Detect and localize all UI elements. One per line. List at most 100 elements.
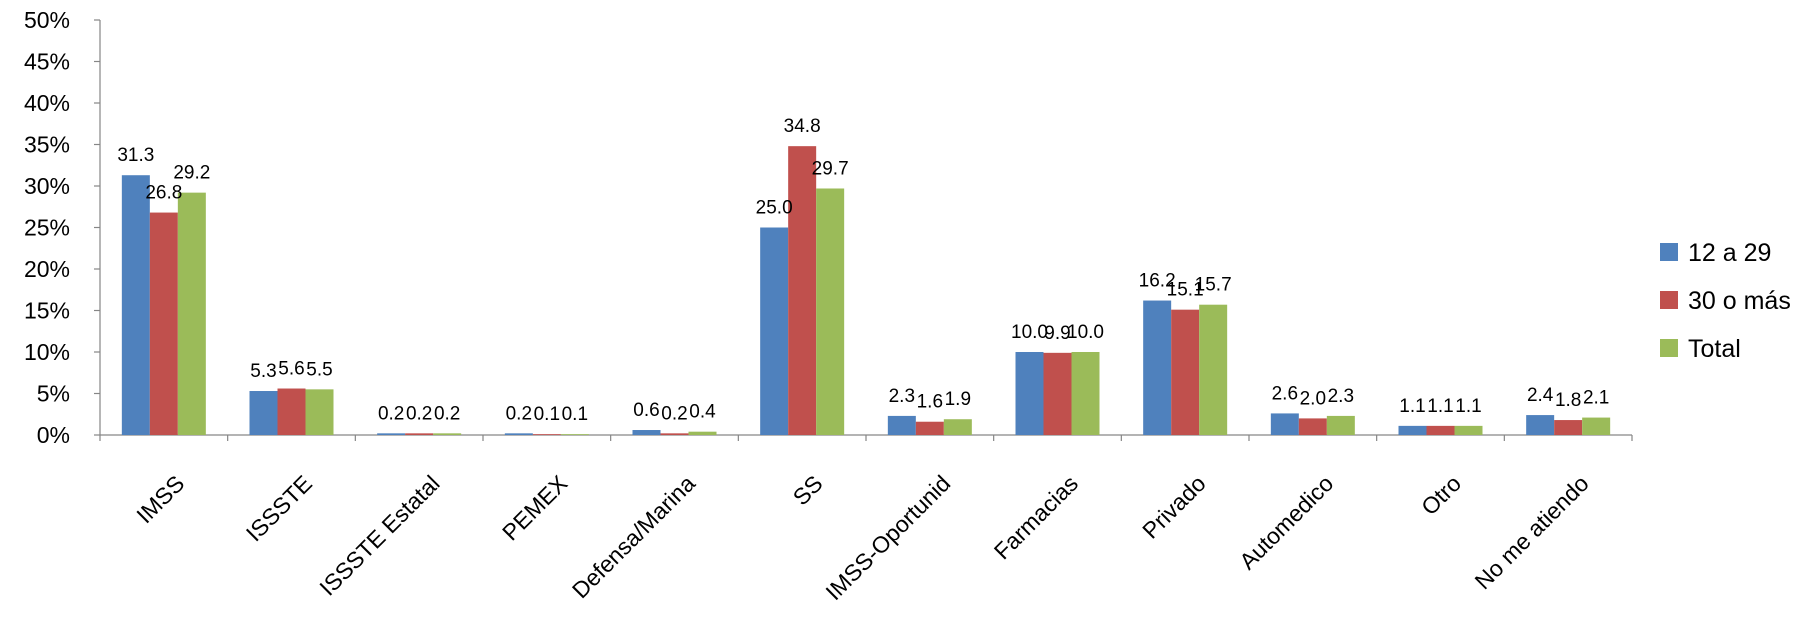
bar — [688, 431, 717, 435]
category-label: IMSS — [131, 470, 189, 528]
data-label: 15.1 — [1167, 280, 1204, 301]
data-label: 29.7 — [812, 158, 849, 179]
bar — [377, 433, 406, 435]
y-tick-label: 50% — [24, 7, 70, 33]
category-label: IMSS-Oportunid — [820, 470, 955, 605]
y-tick-label: 10% — [24, 339, 70, 365]
data-label: 15.7 — [1195, 275, 1232, 296]
data-label: 34.8 — [784, 116, 821, 137]
bar — [632, 430, 661, 435]
data-label: 25.0 — [756, 198, 793, 219]
category-label: ISSSTE Estatal — [314, 470, 444, 600]
data-label: 1.6 — [917, 392, 943, 413]
y-tick-label: 40% — [24, 90, 70, 116]
bar — [1171, 309, 1200, 435]
data-label: 0.1 — [562, 404, 588, 425]
legend-label: Total — [1688, 335, 1741, 363]
data-label: 0.2 — [661, 403, 687, 424]
category-label: Privado — [1137, 470, 1211, 544]
x-axis — [99, 434, 1633, 441]
bars — [121, 146, 1611, 435]
bar — [1554, 420, 1583, 435]
data-label: 0.2 — [378, 403, 404, 424]
data-label: 5.6 — [278, 359, 304, 380]
data-label: 1.1 — [1427, 396, 1453, 417]
data-label: 2.1 — [1583, 388, 1609, 409]
data-label: 9.9 — [1044, 323, 1070, 344]
bar — [943, 419, 972, 435]
y-tick-label: 25% — [24, 215, 70, 241]
y-axis: 0% 5% 10% 15% 20% 25% 30% 35% 40% 45% 50% — [24, 7, 101, 448]
data-label: 1.8 — [1555, 390, 1581, 411]
data-label: 2.3 — [889, 386, 915, 407]
bar — [887, 415, 916, 435]
legend: 12 a 29 30 o más Total — [1660, 239, 1791, 363]
data-label: 10.0 — [1011, 322, 1048, 343]
data-label: 2.6 — [1272, 383, 1298, 404]
data-label: 2.4 — [1527, 385, 1554, 406]
bar — [915, 421, 944, 435]
bar — [760, 227, 789, 435]
bar — [1398, 425, 1427, 435]
bar — [433, 433, 462, 435]
bar — [405, 433, 434, 435]
y-tick-label: 45% — [24, 49, 70, 75]
bar — [1199, 304, 1228, 435]
category-label: Farmacias — [989, 470, 1083, 564]
data-label: 26.8 — [145, 183, 182, 204]
data-label: 0.2 — [406, 403, 432, 424]
bar — [1454, 425, 1483, 435]
bar — [1071, 352, 1100, 435]
category-label: Otro — [1416, 470, 1466, 520]
y-tick-label: 35% — [24, 132, 70, 158]
data-label: 2.0 — [1300, 388, 1326, 409]
bar — [177, 192, 206, 435]
bar — [1143, 300, 1172, 435]
bar — [1015, 352, 1044, 435]
data-label: 5.3 — [250, 361, 276, 382]
bar — [560, 434, 589, 435]
legend-label: 30 o más — [1688, 287, 1791, 315]
legend-label: 12 a 29 — [1688, 239, 1771, 267]
y-tick-label: 5% — [37, 381, 70, 407]
data-label: 10.0 — [1067, 322, 1104, 343]
bar — [1270, 413, 1299, 435]
category-label: ISSSTE — [241, 470, 317, 546]
bar — [277, 388, 306, 435]
category-label: Automedico — [1234, 470, 1338, 574]
legend-swatch — [1660, 339, 1678, 357]
y-tick-label: 30% — [24, 173, 70, 199]
category-label: Defensa/Marina — [567, 470, 700, 603]
bar — [1526, 415, 1555, 435]
bar — [305, 389, 334, 435]
data-label: 1.1 — [1455, 396, 1481, 417]
bar — [1298, 418, 1327, 435]
data-label: 1.1 — [1399, 396, 1425, 417]
data-labels: 31.326.829.25.3 5.6 5.50.2 0.2 0.2 0.2 0.1 0.1 0… — [117, 116, 1609, 425]
bar — [1043, 352, 1072, 435]
bar — [121, 175, 150, 435]
data-label: 31.3 — [117, 145, 154, 166]
bar — [1426, 425, 1455, 435]
category-label: SS — [788, 470, 828, 510]
data-label: 29.2 — [173, 163, 210, 184]
data-label: 2.3 — [1328, 386, 1354, 407]
data-label: 1.9 — [945, 389, 971, 410]
y-tick-label: 0% — [37, 422, 70, 448]
bar — [532, 434, 561, 435]
bar — [504, 433, 533, 435]
bar — [816, 188, 845, 435]
y-tick-label: 15% — [24, 298, 70, 324]
data-label: 0.6 — [633, 400, 659, 421]
data-label: 0.1 — [534, 404, 560, 425]
data-label: 16.2 — [1139, 271, 1176, 292]
category-label: No me atiendo — [1470, 470, 1594, 594]
legend-swatch — [1660, 243, 1678, 261]
data-label: 0.4 — [689, 402, 716, 423]
bar — [1582, 417, 1611, 435]
legend-swatch — [1660, 291, 1678, 309]
bar — [149, 212, 178, 435]
data-label: 5.5 — [306, 359, 332, 380]
